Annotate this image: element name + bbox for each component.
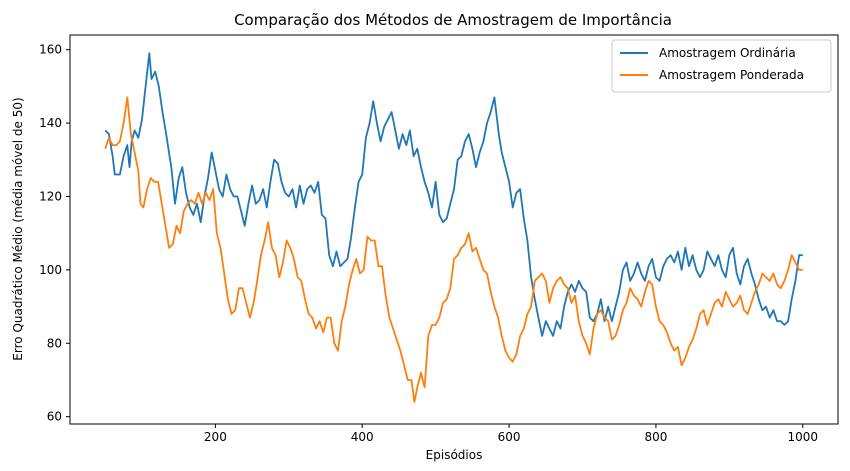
- x-tick-label: 800: [644, 430, 667, 444]
- legend-box: [611, 39, 832, 93]
- x-tick-label: 200: [204, 430, 227, 444]
- y-tick-label: 120: [39, 189, 62, 203]
- legend-label-ponderada: Amostragem Ponderada: [659, 68, 804, 82]
- axes-frame: [69, 34, 839, 425]
- x-axis: 200 400 600 800 1000: [204, 424, 818, 444]
- y-tick-label: 80: [47, 336, 62, 350]
- y-axis-label: Erro Quadrático Médio (média móvel de 50…: [11, 97, 25, 360]
- x-tick-label: 400: [351, 430, 374, 444]
- y-tick-label: 60: [47, 410, 62, 424]
- legend-label-ordinaria: Amostragem Ordinária: [659, 46, 796, 60]
- series-line-ponderada: [104, 96, 803, 403]
- y-tick-label: 100: [39, 263, 62, 277]
- chart-title: Comparação dos Métodos de Amostragem de …: [234, 11, 672, 29]
- x-tick-label: 1000: [787, 430, 818, 444]
- y-tick-label: 160: [39, 43, 62, 57]
- plot-area: [69, 34, 839, 425]
- y-axis: 60 80 100 120 140 160: [39, 43, 70, 424]
- legend: Amostragem Ordinária Amostragem Ponderad…: [611, 39, 832, 93]
- x-tick-label: 600: [498, 430, 521, 444]
- x-axis-label: Episódios: [426, 448, 483, 462]
- series-line-ordinaria: [104, 52, 803, 337]
- y-tick-label: 140: [39, 116, 62, 130]
